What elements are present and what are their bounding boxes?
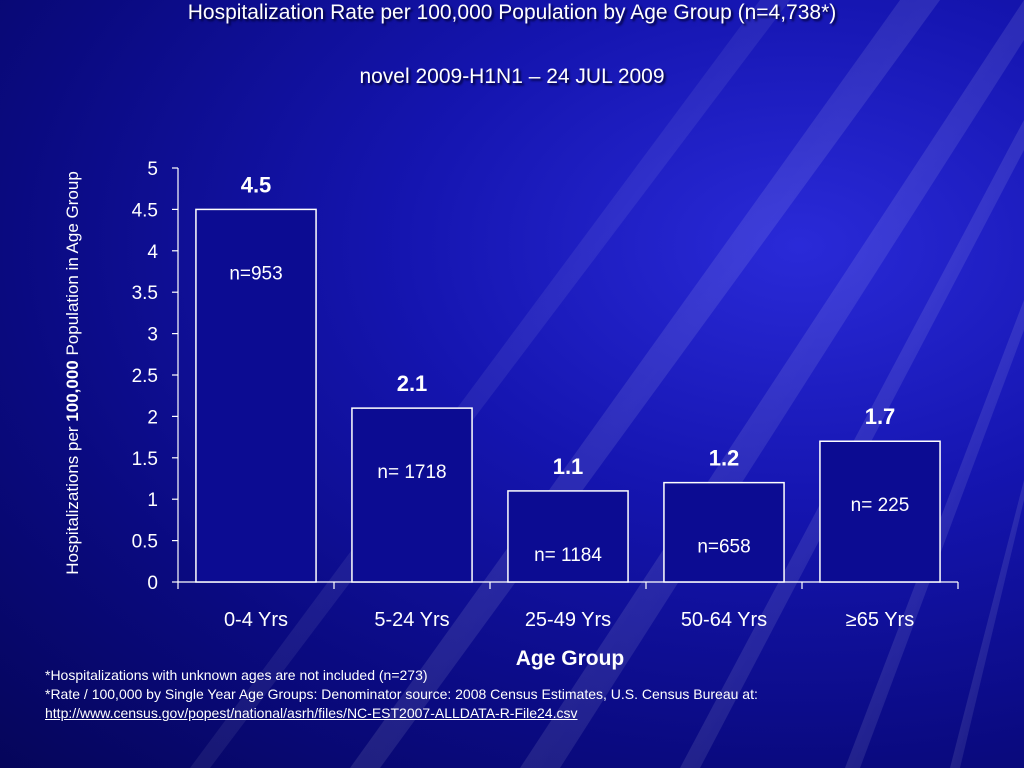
data-label: 1.2 [709, 446, 740, 471]
data-label: 1.7 [865, 404, 896, 429]
bar-1 [195, 208, 317, 583]
footnote-unknown-ages: *Hospitalizations with unknown ages are … [45, 667, 428, 683]
data-label: 2.1 [397, 371, 428, 396]
y-tick-label: 2 [147, 407, 158, 428]
y-tick-label: 3 [147, 325, 158, 346]
y-tick-label: 0.5 [132, 532, 158, 553]
chart-subtitle: novel 2009-H1N1 – 24 JUL 2009 [359, 65, 665, 88]
sample-size-label: n= 1718 [377, 462, 446, 483]
sample-size-label: n=658 [697, 537, 750, 558]
y-tick-label: 4.5 [132, 200, 158, 221]
y-axis-label-part-2: 100,000 [63, 359, 82, 422]
footnotes: *Hospitalizations with unknown ages are … [45, 666, 1015, 723]
census-source-link[interactable]: http://www.census.gov/popest/national/as… [45, 705, 578, 721]
sample-size-label: n= 1184 [534, 545, 602, 566]
y-tick-label: 5 [147, 159, 158, 180]
bar-2 [351, 407, 473, 583]
y-axis-label-part-3: Population in Age Group [63, 170, 82, 360]
y-axis-label: Hospitalizations per 100,000 Population … [38, 165, 108, 580]
y-tick-label: 2.5 [132, 366, 158, 387]
chart-bars [195, 208, 941, 583]
bar-5 [819, 440, 941, 583]
y-tick-label: 1.5 [132, 449, 158, 470]
x-tick-label: 0-4 Yrs [224, 609, 288, 631]
sample-size-label: n= 225 [851, 495, 910, 516]
sample-size-label: n=953 [229, 263, 282, 284]
x-tick-label: ≥65 Yrs [846, 609, 914, 631]
bar-4 [663, 481, 785, 583]
chart-labels: 4.5 n=953 0-4 Yrs 2.1 n= 1718 5-24 Yrs 1.1 n= 1… [224, 172, 914, 631]
y-tick-label: 4 [147, 242, 158, 263]
footnote-rate-source: *Rate / 100,000 by Single Year Age Group… [45, 686, 758, 702]
y-axis-label-part-1: Hospitalizations per [63, 421, 82, 575]
y-tick-label: 3.5 [132, 283, 158, 304]
data-label: 1.1 [553, 454, 584, 479]
y-tick-label: 0 [147, 573, 158, 594]
y-tick-label: 1 [147, 490, 158, 511]
bar-3 [507, 490, 629, 583]
x-tick-label: 5-24 Yrs [374, 609, 449, 631]
data-label: 4.5 [241, 172, 272, 197]
x-axis-label: Age Group [515, 647, 625, 670]
x-tick-label: 50-64 Yrs [681, 609, 767, 631]
chart-title: Hospitalization Rate per 100,000 Populat… [187, 1, 837, 24]
x-tick-label: 25-49 Yrs [525, 609, 611, 631]
